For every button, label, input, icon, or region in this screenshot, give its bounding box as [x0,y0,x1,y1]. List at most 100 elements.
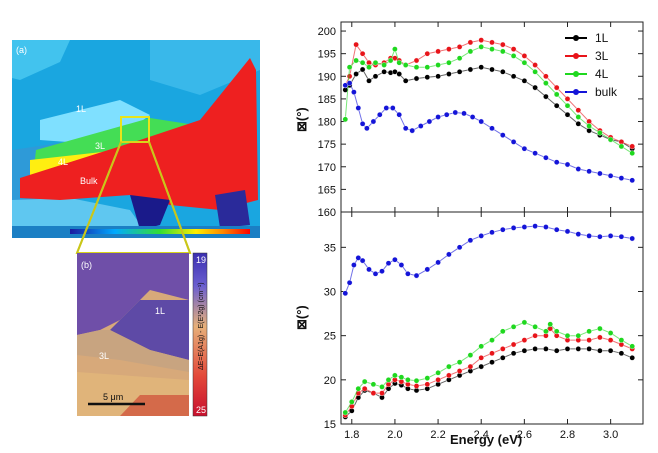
data-point [402,62,409,68]
data-point [586,168,592,175]
data-point [543,328,549,335]
data-point [359,59,366,66]
panel-b-region-3l: 3L [99,351,109,361]
data-point [564,96,571,102]
data-point [361,378,368,385]
data-point [575,332,582,339]
series-4l [342,319,636,416]
legend-label: 3L [595,49,609,63]
data-point [424,375,431,381]
data-point [553,226,560,233]
data-point [478,354,485,361]
data-point [446,71,452,77]
data-point [443,111,450,118]
panel-b-image [77,253,189,416]
data-point [381,62,387,68]
data-point [346,73,353,80]
series-bulk [342,80,636,184]
data-point [402,125,409,132]
data-point [446,363,452,370]
data-point [478,363,485,370]
data-point [532,84,538,91]
data-point [575,107,582,113]
top-chart-points [342,37,636,184]
data-point [413,272,420,279]
data-point [597,347,603,354]
bottom-chart-points [342,223,636,420]
data-point [446,46,452,52]
data-point [553,102,560,109]
data-point [353,57,359,64]
data-point [478,64,485,70]
data-point [355,385,362,392]
legend: 1L 3L 4L bulk [565,31,618,99]
data-point [586,328,592,335]
data-point [499,132,506,138]
data-point [435,369,441,376]
data-point [629,354,636,361]
data-point [521,78,528,84]
data-point [361,385,368,392]
data-point [402,78,409,84]
data-point [376,111,383,118]
data-point [372,270,379,277]
data-point [456,55,463,62]
data-point [489,125,495,132]
data-point [629,150,636,156]
data-point [575,231,582,237]
data-point [366,64,372,70]
panel-a-region-4l: 4L [58,157,68,167]
legend-label: bulk [595,85,618,99]
data-point [553,328,560,335]
y-tick-label: 20 [324,375,336,387]
data-point [510,53,517,59]
data-point [426,118,433,125]
data-point [435,114,441,120]
data-point [456,69,463,75]
data-point [351,89,357,95]
data-point [346,80,353,86]
data-point [564,228,571,235]
data-point [521,337,528,343]
panel-a-region-1l: 1L [76,104,86,114]
data-point [489,350,495,357]
data-point [379,390,385,396]
data-point [618,143,625,150]
y-tick-label: 15 [324,419,336,431]
legend-label: 4L [595,67,609,81]
panel-b-region-1l: 1L [155,306,165,316]
data-point [499,346,506,352]
legend-swatch-marker [573,35,579,41]
data-point [366,78,372,84]
series-line [344,321,633,413]
data-point [392,372,398,379]
data-point [607,136,614,143]
data-point [586,346,592,352]
data-point [424,381,431,388]
data-point [597,334,603,341]
data-point [543,224,549,230]
data-point [532,223,538,229]
legend-item: bulk [565,85,618,99]
data-point [499,69,506,75]
data-point [543,80,549,86]
data-point [353,71,359,77]
y-tick-label: 30 [324,287,336,299]
data-point [359,66,366,73]
data-point [359,121,366,127]
data-point [467,363,474,370]
data-point [543,93,549,100]
data-point [405,376,411,383]
data-point [553,159,560,165]
data-point [424,74,431,80]
data-point [392,256,398,263]
data-point [607,337,614,343]
data-point [499,48,506,55]
data-point [392,46,398,52]
data-point [413,57,420,64]
data-point [532,323,538,330]
data-point [424,64,431,70]
data-point [359,257,366,264]
data-point [586,337,592,343]
data-point [489,337,495,343]
